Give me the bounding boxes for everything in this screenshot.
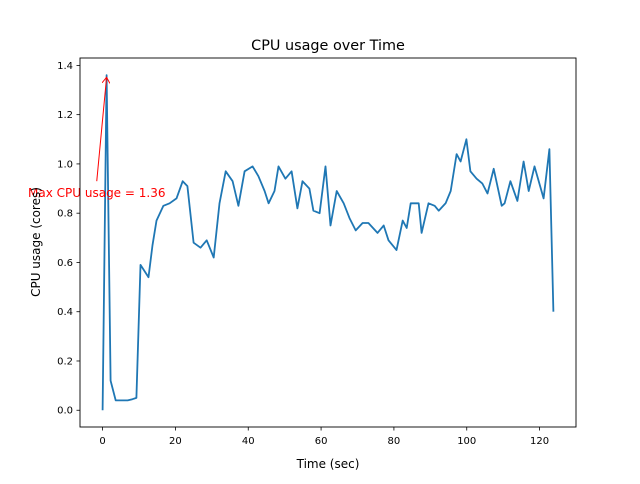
y-tick-label: 1.2: [57, 110, 73, 121]
y-axis: 0.0 0.2 0.4 0.6 0.8 1.0 1.2 1.4: [57, 61, 80, 417]
cpu-usage-line: [101, 74, 555, 411]
x-tick-label: 120: [530, 436, 549, 447]
x-axis-label: Time (sec): [296, 457, 360, 471]
y-tick-label: 0.8: [57, 209, 73, 220]
y-tick-label: 0.4: [57, 307, 73, 318]
x-tick-label: 80: [388, 436, 401, 447]
x-tick-label: 100: [457, 436, 476, 447]
y-tick-label: 0.0: [57, 406, 73, 417]
y-axis-label: CPU usage (cores): [29, 187, 43, 297]
y-tick-label: 0.2: [57, 356, 73, 367]
y-tick-label: 0.6: [57, 258, 73, 269]
annotation-arrow: [96, 77, 107, 182]
x-tick-label: 40: [242, 436, 255, 447]
x-tick-label: 0: [99, 436, 105, 447]
plot-frame: [79, 57, 577, 428]
x-axis: 0 20 40 60 80 100 120: [99, 427, 549, 447]
max-annotation-label: Max CPU usage = 1.36: [28, 186, 165, 200]
y-tick-label: 1.4: [57, 61, 73, 72]
y-tick-label: 1.0: [57, 159, 73, 170]
x-tick-label: 20: [169, 436, 182, 447]
x-tick-label: 60: [315, 436, 328, 447]
chart-title: CPU usage over Time: [251, 38, 405, 54]
